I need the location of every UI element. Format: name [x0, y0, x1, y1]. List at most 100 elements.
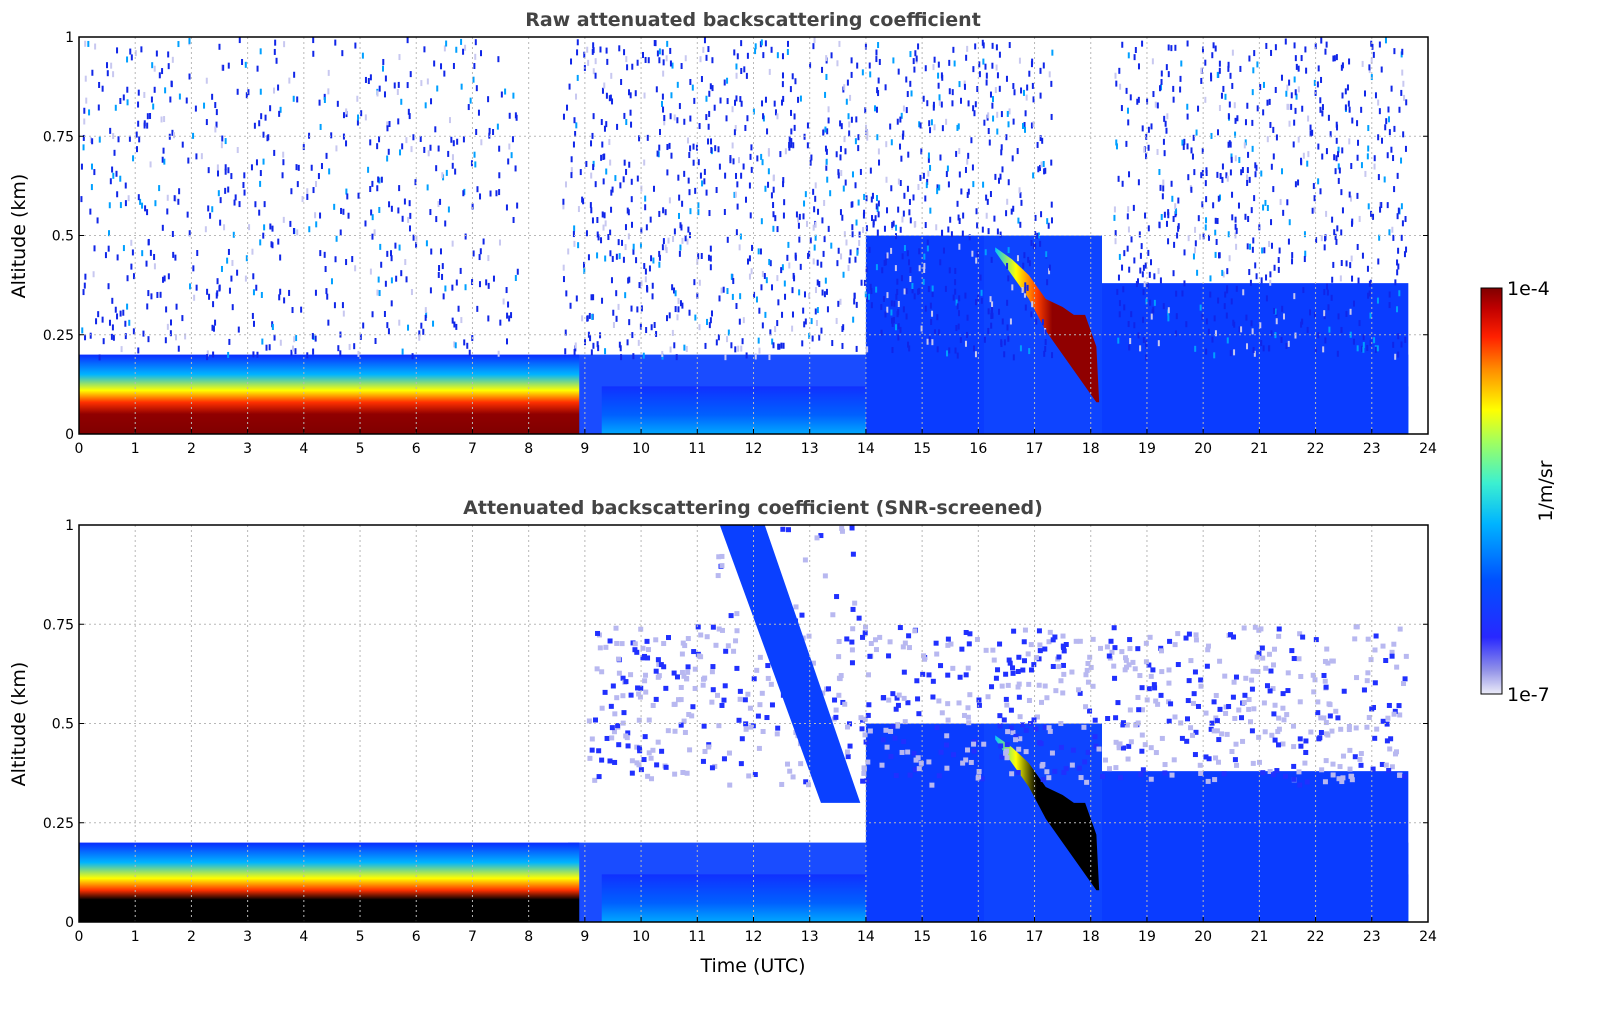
noise-speckle [215, 292, 218, 299]
noise-speckle [814, 287, 817, 294]
noise-speckle [1213, 755, 1219, 761]
noise-speckle [957, 674, 963, 680]
noise-speckle [1240, 738, 1246, 744]
noise-speckle [144, 205, 147, 212]
noise-speckle [835, 317, 838, 324]
noise-speckle [562, 264, 565, 271]
noise-speckle [982, 58, 985, 65]
noise-speckle [668, 312, 671, 319]
noise-speckle [616, 123, 619, 130]
noise-speckle [998, 85, 1001, 92]
noise-speckle [575, 122, 578, 129]
noise-speckle [987, 308, 990, 315]
noise-speckle [218, 285, 221, 292]
noise-speckle [1354, 624, 1360, 630]
noise-speckle [809, 62, 812, 69]
noise-speckle [353, 343, 356, 350]
noise-speckle [636, 762, 642, 768]
noise-speckle [1076, 765, 1082, 771]
noise-speckle [1231, 679, 1237, 685]
noise-speckle [839, 525, 845, 531]
noise-speckle [1227, 141, 1230, 148]
noise-speckle [938, 184, 941, 191]
noise-speckle [1125, 140, 1128, 147]
plume [719, 525, 861, 803]
noise-speckle [1180, 60, 1183, 67]
noise-speckle [1401, 681, 1407, 687]
noise-speckle [439, 248, 442, 255]
noise-speckle [1290, 723, 1296, 729]
noise-speckle [816, 307, 819, 314]
noise-speckle [142, 330, 145, 337]
noise-speckle [1205, 196, 1208, 203]
noise-speckle [707, 123, 710, 130]
noise-speckle [1287, 238, 1290, 245]
noise-speckle [1259, 645, 1265, 651]
noise-speckle [1251, 145, 1254, 152]
noise-speckle [1388, 229, 1391, 236]
noise-speckle [788, 144, 791, 151]
noise-speckle [1204, 59, 1207, 66]
noise-speckle [929, 302, 932, 309]
noise-speckle [1118, 300, 1121, 307]
noise-speckle [1160, 84, 1163, 91]
noise-speckle [843, 136, 846, 143]
noise-speckle [1096, 746, 1102, 752]
noise-speckle [764, 715, 770, 721]
noise-speckle [945, 118, 948, 125]
noise-speckle [1106, 766, 1112, 772]
noise-speckle [1400, 341, 1403, 348]
noise-speckle [1305, 67, 1308, 74]
noise-speckle [1040, 761, 1046, 767]
noise-speckle [956, 200, 959, 207]
noise-speckle [660, 100, 663, 107]
noise-speckle [737, 157, 740, 164]
noise-speckle [1387, 106, 1390, 113]
noise-speckle [681, 200, 684, 207]
noise-speckle [1292, 141, 1295, 148]
noise-speckle [854, 256, 857, 263]
noise-speckle [238, 201, 241, 208]
noise-speckle [1270, 219, 1273, 226]
noise-speckle [646, 286, 649, 293]
noise-speckle [694, 187, 697, 194]
noise-speckle [687, 747, 693, 753]
noise-speckle [611, 255, 614, 262]
noise-speckle [1369, 312, 1372, 319]
noise-speckle [700, 682, 706, 688]
noise-speckle [841, 342, 844, 349]
noise-speckle [1182, 143, 1185, 150]
noise-speckle [476, 186, 479, 193]
noise-speckle [855, 219, 858, 226]
noise-speckle [709, 699, 715, 705]
noise-speckle [418, 330, 421, 337]
noise-speckle [1242, 692, 1248, 698]
noise-speckle [1052, 768, 1058, 774]
noise-speckle [985, 212, 988, 219]
noise-speckle [1197, 215, 1200, 222]
noise-speckle [159, 291, 162, 298]
noise-speckle [84, 40, 87, 47]
noise-speckle [401, 143, 404, 150]
noise-speckle [843, 84, 846, 91]
noise-speckle [1380, 643, 1386, 649]
noise-speckle [1404, 336, 1407, 343]
noise-speckle [378, 206, 381, 213]
noise-speckle [905, 288, 908, 295]
noise-speckle [1309, 124, 1312, 131]
noise-speckle [1297, 631, 1303, 637]
noise-speckle [958, 148, 961, 155]
noise-speckle [262, 131, 265, 138]
noise-speckle [342, 133, 345, 140]
noise-speckle [296, 96, 299, 103]
noise-speckle [192, 132, 195, 139]
noise-speckle [1037, 642, 1043, 648]
noise-speckle [897, 323, 900, 330]
noise-speckle [398, 319, 401, 326]
noise-speckle [711, 85, 714, 92]
noise-speckle [1205, 318, 1208, 325]
noise-speckle [1148, 673, 1154, 679]
noise-speckle [1197, 762, 1203, 768]
noise-speckle [1405, 99, 1408, 106]
